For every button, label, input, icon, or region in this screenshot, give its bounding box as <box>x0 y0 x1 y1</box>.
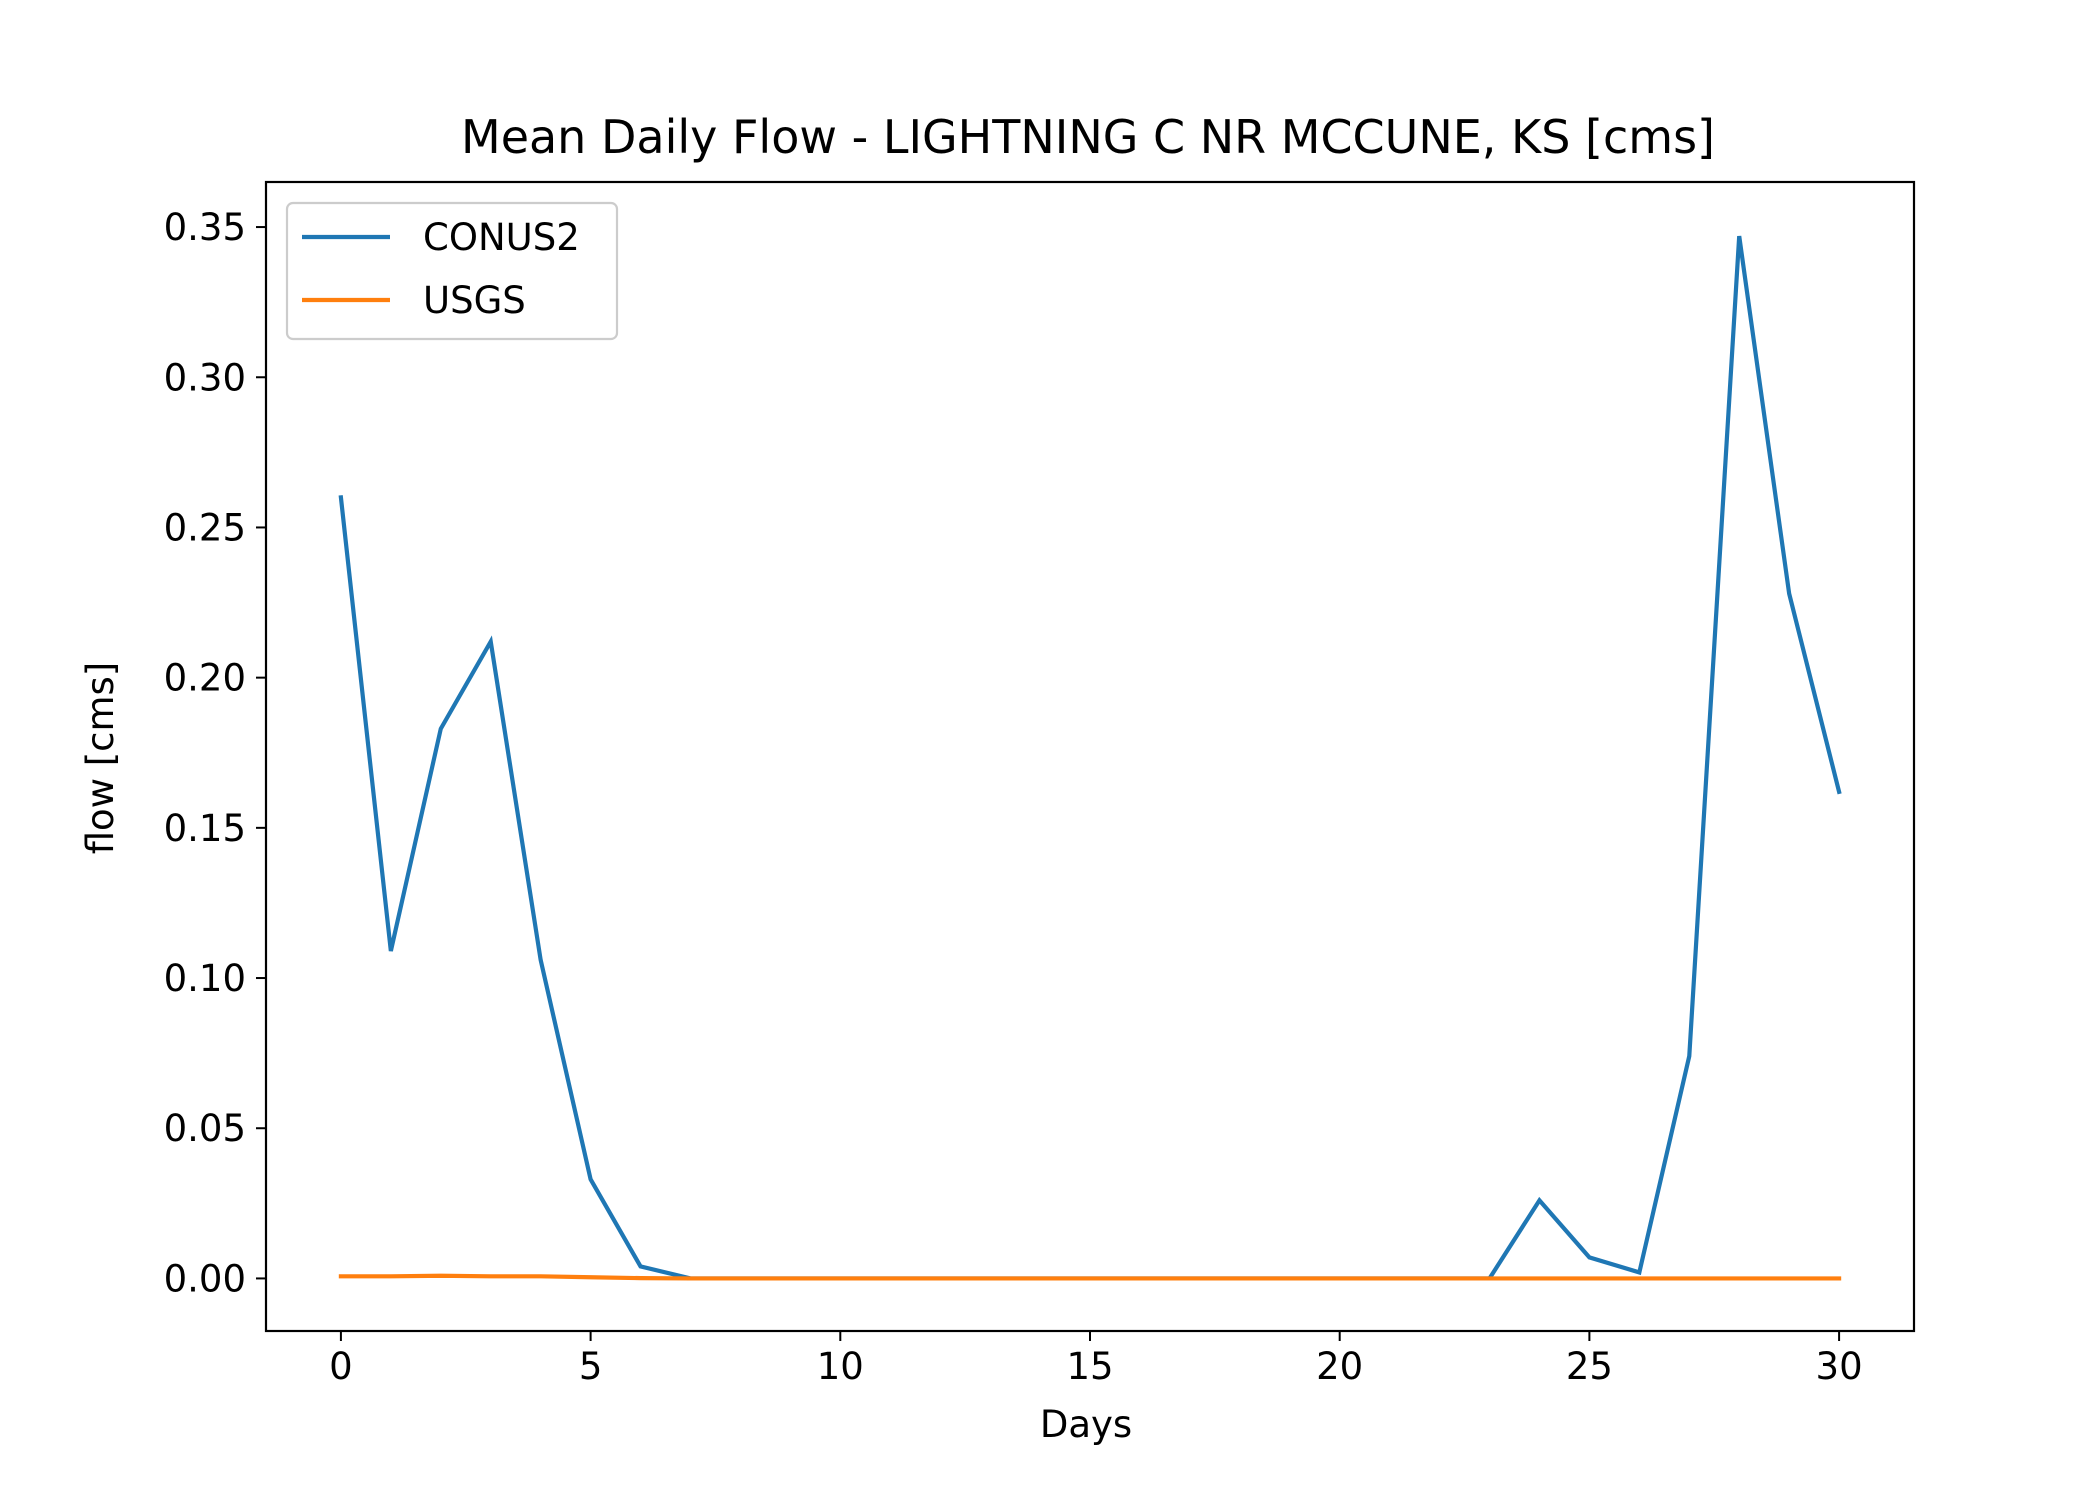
y-axis-label: flow [cms] <box>79 662 122 855</box>
chart-title: Mean Daily Flow - LIGHTNING C NR MCCUNE,… <box>461 110 1715 164</box>
y-tick-label: 0.30 <box>164 356 246 399</box>
series-line-usgs <box>338 1273 1842 1281</box>
legend-label-usgs: USGS <box>423 279 526 322</box>
y-tick-label: 0.05 <box>164 1107 246 1150</box>
legend-label-conus2: CONUS2 <box>423 216 580 259</box>
x-tick-label: 25 <box>1566 1345 1613 1388</box>
legend: CONUS2 USGS <box>285 201 619 341</box>
y-tick-label: 0.20 <box>164 657 246 700</box>
x-tick-label: 15 <box>1066 1345 1113 1388</box>
plot-area: 0 5 10 15 20 25 30 0.00 0.05 0.10 0.15 0.20 0.25 0.30… <box>164 180 1916 1388</box>
x-axis-label: Days <box>1040 1403 1132 1446</box>
x-tick-label: 30 <box>1816 1345 1863 1388</box>
y-tick-label: 0.15 <box>164 807 246 850</box>
y-tick-label: 0.25 <box>164 506 246 549</box>
x-tick-label: 0 <box>329 1345 353 1388</box>
x-tick-label: 5 <box>579 1345 603 1388</box>
y-tick-label: 0.00 <box>164 1257 246 1300</box>
y-tick-label: 0.35 <box>164 206 246 249</box>
y-tick-label: 0.10 <box>164 957 246 1000</box>
x-tick-label: 20 <box>1316 1345 1363 1388</box>
x-tick-label: 10 <box>817 1345 864 1388</box>
